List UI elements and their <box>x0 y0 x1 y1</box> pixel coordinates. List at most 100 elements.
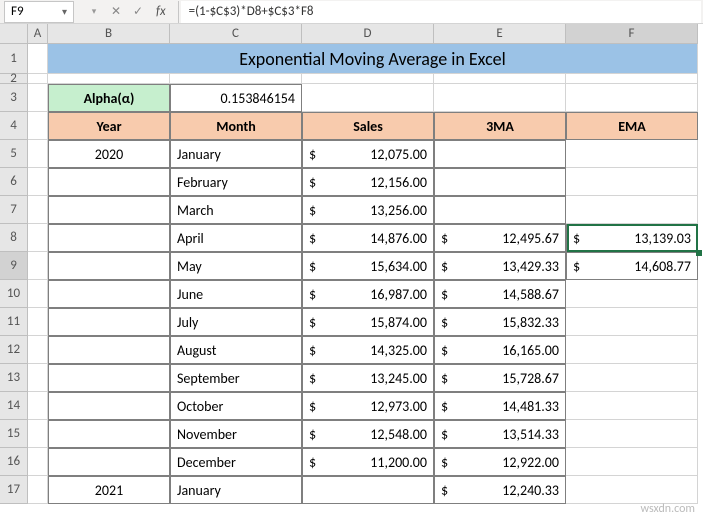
cell-F3[interactable] <box>566 84 698 112</box>
cell-3ma[interactable]: $15,728.67 <box>434 364 566 392</box>
row-header-15[interactable]: 15 <box>0 420 28 448</box>
cell-sales[interactable]: $11,200.00 <box>302 448 434 476</box>
cell-F2[interactable] <box>566 74 698 84</box>
cell-year[interactable] <box>48 392 170 420</box>
cell-year[interactable] <box>48 280 170 308</box>
cell-month[interactable]: August <box>170 336 302 364</box>
cell-ema[interactable] <box>566 168 698 196</box>
row-header-6[interactable]: 6 <box>0 168 28 196</box>
cell-year[interactable] <box>48 420 170 448</box>
formula-bar[interactable]: =(1-$C$3)*D8+$C$3*F8 <box>181 1 701 23</box>
cell-year[interactable]: 2020 <box>48 140 170 168</box>
cell-month[interactable]: November <box>170 420 302 448</box>
cell-year[interactable] <box>48 224 170 252</box>
row-header-17[interactable]: 17 <box>0 476 28 504</box>
row-header-1[interactable]: 1 <box>0 44 28 74</box>
cell-ema[interactable]: $14,608.77 <box>566 252 698 280</box>
cell-3ma[interactable]: $13,514.33 <box>434 420 566 448</box>
cell-ema[interactable] <box>566 280 698 308</box>
row-header-4[interactable]: 4 <box>0 112 28 140</box>
cell-3ma[interactable]: $14,481.33 <box>434 392 566 420</box>
alpha-value[interactable]: 0.153846154 <box>170 84 302 112</box>
fill-handle[interactable] <box>696 250 702 256</box>
cell-D3[interactable] <box>302 84 434 112</box>
cell-month[interactable]: February <box>170 168 302 196</box>
row-header-13[interactable]: 13 <box>0 364 28 392</box>
cell-E2[interactable] <box>434 74 566 84</box>
cell-E3[interactable] <box>434 84 566 112</box>
cell-sales[interactable]: $16,987.00 <box>302 280 434 308</box>
cell-A14[interactable] <box>28 392 48 420</box>
cell-year[interactable] <box>48 196 170 224</box>
cell-sales[interactable]: $13,245.00 <box>302 364 434 392</box>
cell-A10[interactable] <box>28 280 48 308</box>
cell-ema[interactable] <box>566 392 698 420</box>
cell-sales[interactable]: $15,634.00 <box>302 252 434 280</box>
cell-A15[interactable] <box>28 420 48 448</box>
cell-month[interactable]: January <box>170 476 302 504</box>
cell-ema[interactable] <box>566 336 698 364</box>
cell-3ma[interactable]: $16,165.00 <box>434 336 566 364</box>
header-sales[interactable]: Sales <box>302 112 434 140</box>
row-header-11[interactable]: 11 <box>0 308 28 336</box>
row-header-2[interactable]: 2 <box>0 74 28 84</box>
cell-A1[interactable] <box>28 44 48 74</box>
header-month[interactable]: Month <box>170 112 302 140</box>
cell-month[interactable]: October <box>170 392 302 420</box>
cell-A3[interactable] <box>28 84 48 112</box>
cell-3ma[interactable]: $12,495.67 <box>434 224 566 252</box>
cell-A5[interactable] <box>28 140 48 168</box>
header-year[interactable]: Year <box>48 112 170 140</box>
col-header-F[interactable]: F <box>566 24 698 44</box>
cell-3ma[interactable]: $12,240.33 <box>434 476 566 504</box>
row-header-5[interactable]: 5 <box>0 140 28 168</box>
cell-sales[interactable]: $15,874.00 <box>302 308 434 336</box>
cell-month[interactable]: May <box>170 252 302 280</box>
cell-A4[interactable] <box>28 112 48 140</box>
cell-year[interactable] <box>48 448 170 476</box>
cell-ema[interactable] <box>566 196 698 224</box>
cell-A17[interactable] <box>28 476 48 504</box>
row-header-12[interactable]: 12 <box>0 336 28 364</box>
cell-sales[interactable]: $12,548.00 <box>302 420 434 448</box>
cell-sales[interactable] <box>302 476 434 504</box>
cell-ema[interactable] <box>566 308 698 336</box>
cell-month[interactable]: December <box>170 448 302 476</box>
fx-icon[interactable]: fx <box>152 4 170 19</box>
col-header-C[interactable]: C <box>170 24 302 44</box>
row-header-14[interactable]: 14 <box>0 392 28 420</box>
cell-B2[interactable] <box>48 74 170 84</box>
cell-sales[interactable]: $12,973.00 <box>302 392 434 420</box>
col-header-E[interactable]: E <box>434 24 566 44</box>
cell-3ma[interactable]: $12,922.00 <box>434 448 566 476</box>
cell-A2[interactable] <box>28 74 48 84</box>
cell-A6[interactable] <box>28 168 48 196</box>
header-ema[interactable]: EMA <box>566 112 698 140</box>
cell-ema[interactable] <box>566 448 698 476</box>
cell-C2[interactable] <box>170 74 302 84</box>
cell-sales[interactable]: $12,075.00 <box>302 140 434 168</box>
cell-A13[interactable] <box>28 364 48 392</box>
cell-year[interactable] <box>48 336 170 364</box>
cancel-icon[interactable]: ✕ <box>108 4 124 20</box>
cell-sales[interactable]: $14,325.00 <box>302 336 434 364</box>
cell-ema[interactable] <box>566 364 698 392</box>
cell-year[interactable] <box>48 252 170 280</box>
header-3ma[interactable]: 3MA <box>434 112 566 140</box>
select-all-corner[interactable] <box>0 24 28 44</box>
col-header-B[interactable]: B <box>48 24 170 44</box>
cell-ema[interactable]: $13,139.03 <box>566 224 698 252</box>
cell-year[interactable] <box>48 168 170 196</box>
cell-3ma[interactable]: $14,588.67 <box>434 280 566 308</box>
confirm-icon[interactable]: ✓ <box>130 4 146 20</box>
cell-month[interactable]: January <box>170 140 302 168</box>
cell-sales[interactable]: $13,256.00 <box>302 196 434 224</box>
cell-A11[interactable] <box>28 308 48 336</box>
col-header-A[interactable]: A <box>28 24 48 44</box>
row-header-8[interactable]: 8 <box>0 224 28 252</box>
row-header-7[interactable]: 7 <box>0 196 28 224</box>
cell-A9[interactable] <box>28 252 48 280</box>
cell-month[interactable]: March <box>170 196 302 224</box>
cell-D2[interactable] <box>302 74 434 84</box>
cell-ema[interactable] <box>566 476 698 504</box>
